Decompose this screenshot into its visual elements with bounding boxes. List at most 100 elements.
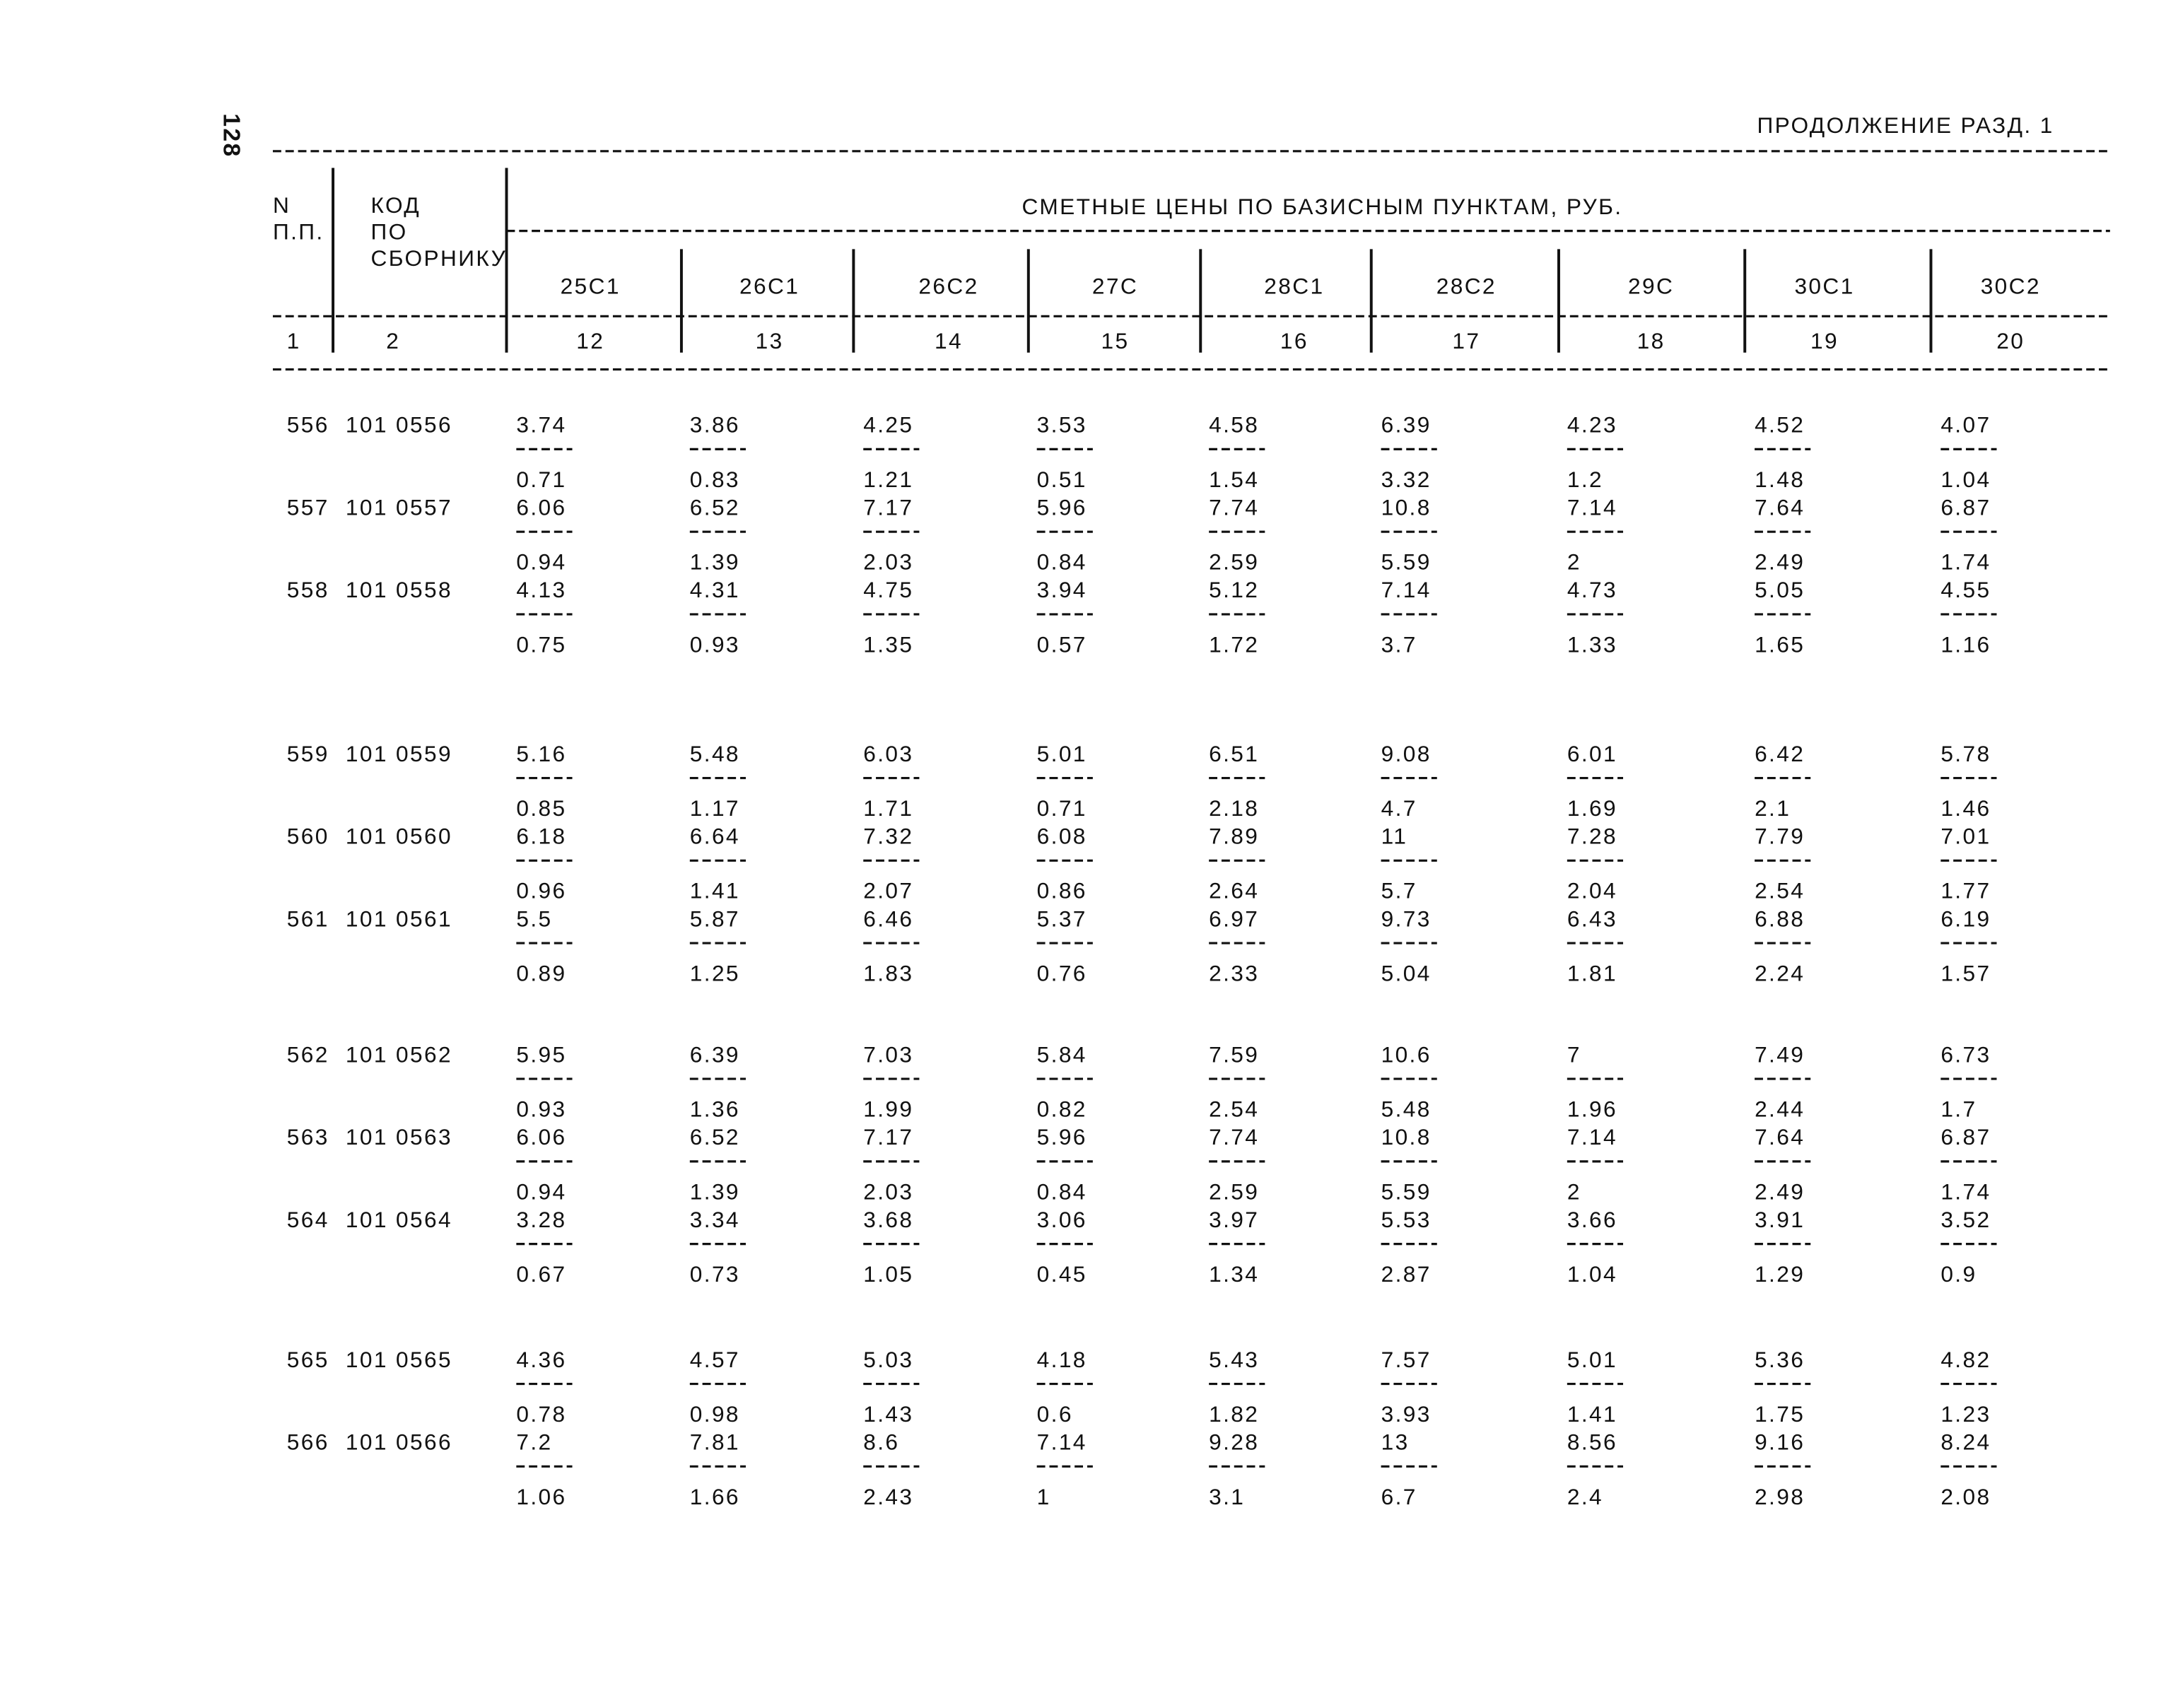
price-bottom: 6.7 <box>1381 1484 1417 1509</box>
price-bottom: 2.04 <box>1567 878 1617 903</box>
row-number: 558 <box>287 577 329 602</box>
price-bottom: 1.69 <box>1567 795 1617 821</box>
price-bottom: 1.2 <box>1567 467 1603 492</box>
price-top: 6.39 <box>1381 412 1432 438</box>
price-top: 3.28 <box>516 1207 566 1232</box>
price-top: 5.43 <box>1209 1347 1259 1372</box>
price-bottom: 0.93 <box>690 631 740 657</box>
row-code: 101 0562 <box>346 1041 452 1067</box>
price-top: 6.52 <box>690 494 740 520</box>
price-bottom: 1.05 <box>863 1261 913 1287</box>
price-bottom: 0.57 <box>1037 631 1087 657</box>
header-cell: ПО <box>371 218 408 244</box>
price-top: 9.28 <box>1209 1429 1259 1455</box>
price-bottom: 2.49 <box>1755 1178 1805 1204</box>
price-top: 5.78 <box>1940 741 1991 766</box>
row-code: 101 0556 <box>346 412 452 438</box>
column-name: 30С2 <box>1981 274 2041 299</box>
row-number: 566 <box>287 1429 329 1455</box>
price-bottom: 0.71 <box>516 467 566 492</box>
column-name: 26С2 <box>918 274 978 299</box>
price-top: 7.49 <box>1755 1041 1805 1067</box>
price-top: 7.79 <box>1755 824 1805 849</box>
price-top: 8.6 <box>863 1429 899 1455</box>
price-top: 6.52 <box>690 1124 740 1150</box>
price-top: 4.07 <box>1940 412 1991 438</box>
price-top: 7.03 <box>863 1041 913 1067</box>
price-top: 7.74 <box>1209 1124 1259 1150</box>
price-bottom: 2.54 <box>1755 878 1805 903</box>
price-bottom: 2.59 <box>1209 549 1259 575</box>
price-bottom: 0.71 <box>1037 795 1087 821</box>
price-top: 7.14 <box>1037 1429 1087 1455</box>
price-bottom: 0.78 <box>516 1401 566 1427</box>
column-name: 25С1 <box>561 274 621 299</box>
prices-title: СМЕТНЫЕ ЦЕНЫ ПО БАЗИСНЫМ ПУНКТАМ, РУБ. <box>1021 194 1622 219</box>
price-bottom: 1.7 <box>1940 1096 1977 1122</box>
price-top: 5.96 <box>1037 494 1087 520</box>
column-name: 28С2 <box>1436 274 1497 299</box>
column-number: 17 <box>1452 328 1480 353</box>
price-top: 7.14 <box>1567 1124 1617 1150</box>
price-top: 3.66 <box>1567 1207 1617 1232</box>
price-top: 7.14 <box>1381 577 1432 602</box>
price-top: 5.84 <box>1037 1041 1087 1067</box>
price-bottom: 1.41 <box>1567 1401 1617 1427</box>
price-top: 6.64 <box>690 824 740 849</box>
price-bottom: 1.81 <box>1567 961 1617 986</box>
price-top: 5.03 <box>863 1347 913 1372</box>
price-top: 3.97 <box>1209 1207 1259 1232</box>
price-bottom: 0.75 <box>516 631 566 657</box>
price-top: 4.23 <box>1567 412 1617 438</box>
price-bottom: 2.87 <box>1381 1261 1432 1287</box>
price-top: 3.06 <box>1037 1207 1087 1232</box>
price-bottom: 1.06 <box>516 1484 566 1509</box>
page-number: 128 <box>218 113 245 158</box>
price-top: 11 <box>1381 824 1408 849</box>
row-number: 556 <box>287 412 329 438</box>
price-top: 7.89 <box>1209 824 1259 849</box>
price-bottom: 1.96 <box>1567 1096 1617 1122</box>
header-cell: СБОРНИКУ <box>371 245 508 271</box>
price-top: 3.86 <box>690 412 740 438</box>
price-bottom: 1.35 <box>863 631 913 657</box>
price-top: 7.57 <box>1381 1347 1432 1372</box>
price-top: 4.82 <box>1940 1347 1991 1372</box>
row-number: 562 <box>287 1041 329 1067</box>
price-bottom: 0.93 <box>516 1096 566 1122</box>
price-bottom: 2.33 <box>1209 961 1259 986</box>
price-top: 6.06 <box>516 494 566 520</box>
header-cell: КОД <box>371 192 421 218</box>
price-top: 5.95 <box>516 1041 566 1067</box>
price-bottom: 1.16 <box>1940 631 1991 657</box>
price-bottom: 1 <box>1037 1484 1051 1509</box>
price-top: 4.31 <box>690 577 740 602</box>
price-bottom: 1.71 <box>863 795 913 821</box>
column-name: 29С <box>1628 274 1674 299</box>
price-top: 5.36 <box>1755 1347 1805 1372</box>
price-top: 7 <box>1567 1041 1581 1067</box>
price-bottom: 1.72 <box>1209 631 1259 657</box>
price-bottom: 1.17 <box>690 795 740 821</box>
price-bottom: 1.36 <box>690 1096 740 1122</box>
price-bottom: 2 <box>1567 549 1581 575</box>
price-top: 6.06 <box>516 1124 566 1150</box>
price-bottom: 2.59 <box>1209 1178 1259 1204</box>
price-top: 7.64 <box>1755 494 1805 520</box>
price-top: 5.12 <box>1209 577 1259 602</box>
price-bottom: 2 <box>1567 1178 1581 1204</box>
price-bottom: 1.23 <box>1940 1401 1991 1427</box>
price-top: 4.58 <box>1209 412 1259 438</box>
price-top: 5.96 <box>1037 1124 1087 1150</box>
price-bottom: 1.34 <box>1209 1261 1259 1287</box>
price-bottom: 0.6 <box>1037 1401 1073 1427</box>
column-number: 13 <box>756 328 784 353</box>
price-top: 6.46 <box>863 906 913 931</box>
price-top: 5.87 <box>690 906 740 931</box>
price-top: 3.91 <box>1755 1207 1805 1232</box>
price-top: 7.17 <box>863 1124 913 1150</box>
price-bottom: 2.03 <box>863 549 913 575</box>
price-top: 6.51 <box>1209 741 1259 766</box>
price-top: 3.68 <box>863 1207 913 1232</box>
